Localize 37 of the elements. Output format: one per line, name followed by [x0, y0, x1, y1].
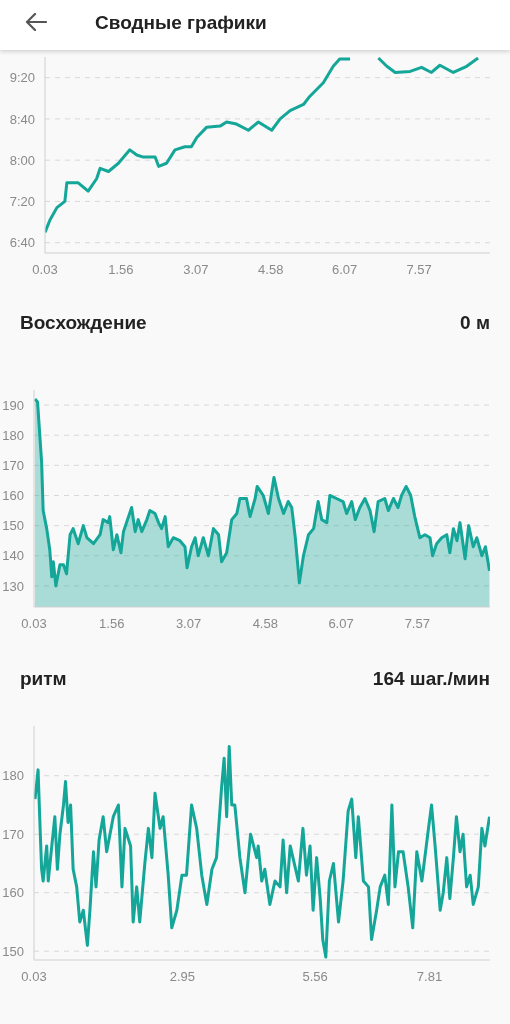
y-tick-label: 130	[2, 578, 24, 594]
x-tick-label: 7.57	[406, 262, 432, 278]
y-tick-label: 160	[2, 488, 24, 504]
text: 0 м	[460, 312, 490, 333]
x-tick-label: 2.95	[169, 969, 196, 985]
x-tick-label: 0.03	[21, 616, 47, 632]
x-tick-label: 6.07	[331, 262, 358, 278]
y-tick-label: 190	[2, 397, 24, 413]
y-tick-label: 180	[2, 768, 24, 784]
chart-title: ритм	[20, 668, 67, 690]
y-tick-label: 140	[2, 548, 24, 564]
text: 164 шаг./мин	[372, 668, 490, 689]
x-tick-label: 4.58	[252, 616, 278, 632]
x-tick-label: 7.57	[404, 616, 430, 632]
y-tick-label: 6:40	[9, 235, 35, 251]
x-tick-label: 4.58	[258, 262, 284, 278]
x-tick-label: 0.03	[32, 262, 58, 278]
x-tick-label: 1.56	[99, 616, 125, 632]
x-tick-label: 3.07	[175, 616, 202, 632]
y-tick-label: 170	[2, 457, 24, 473]
y-tick-label: 160	[2, 885, 24, 901]
y-tick-label: 9:20	[9, 70, 35, 86]
x-tick-label: 5.56	[302, 969, 328, 985]
y-tick-label: 180	[2, 427, 24, 443]
y-tick-label: 150	[2, 943, 24, 959]
x-tick-label: 1.56	[108, 262, 134, 278]
y-tick-label: 8:00	[9, 152, 35, 168]
chart-title: Сводные графики	[95, 12, 267, 34]
x-tick-label: 7.81	[416, 969, 443, 985]
chart-title: Восхождение	[20, 312, 147, 334]
x-tick-label: 3.07	[183, 262, 209, 278]
y-tick-label: 150	[2, 518, 24, 534]
x-tick-label: 0.03	[21, 969, 47, 985]
y-tick-label: 8:40	[9, 111, 35, 127]
y-tick-label: 170	[2, 826, 24, 842]
x-tick-label: 6.07	[328, 616, 354, 632]
y-tick-label: 7:20	[9, 194, 35, 210]
